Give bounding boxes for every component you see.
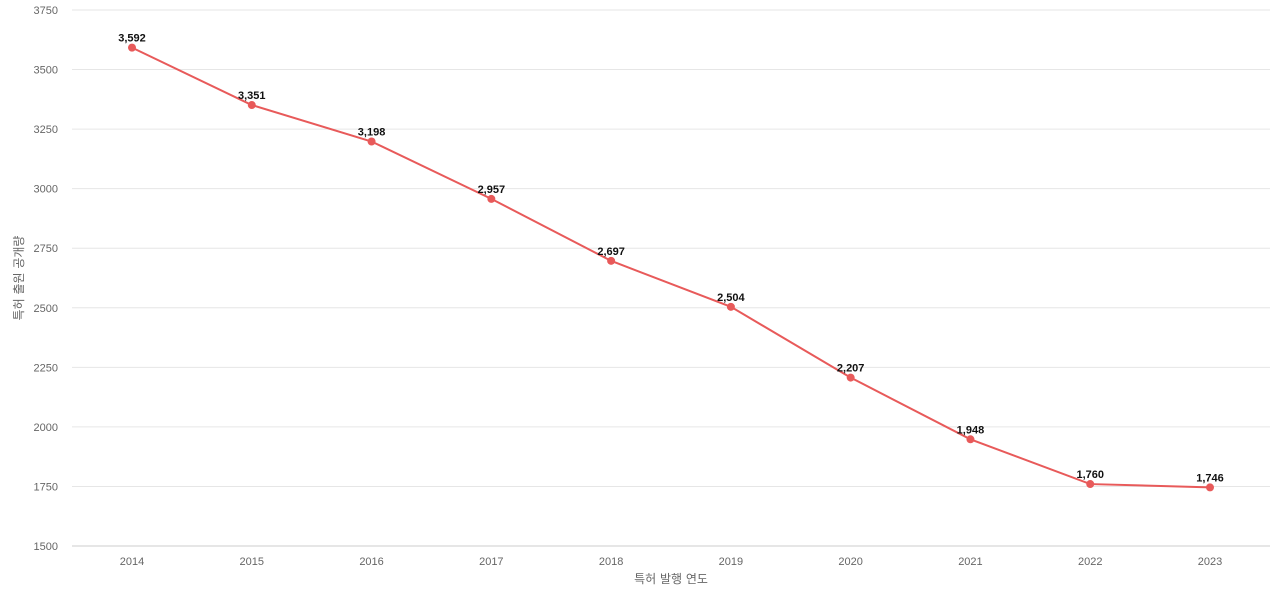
y-axis-ticks: 1500 1750 2000 2250 2500 2750 3000 3250 3500 3750 — [34, 5, 58, 553]
series-line — [131, 46, 1211, 489]
x-tick-label: 2017 — [479, 556, 503, 568]
y-tick-label: 2000 — [34, 422, 58, 434]
y-tick-label: 2500 — [34, 303, 58, 315]
y-tick-label: 3500 — [34, 65, 58, 77]
data-point — [966, 435, 975, 444]
grid — [72, 9, 1270, 547]
y-tick-label: 1750 — [34, 481, 58, 493]
x-axis-ticks: 2014 2015 2016 2017 2018 2019 2020 2021 2022 2023 — [120, 556, 1222, 568]
data-labels: 3,592 3,351 3,198 2,957 2,697 2,504 2,207 1,948… — [118, 33, 1224, 485]
data-point — [607, 256, 616, 265]
data-label: 3,351 — [238, 90, 266, 102]
data-point — [726, 302, 735, 311]
data-label: 1,746 — [1196, 472, 1224, 484]
data-point — [846, 373, 855, 382]
x-tick-label: 2014 — [120, 556, 144, 568]
x-tick-label: 2021 — [958, 556, 982, 568]
x-tick-label: 2020 — [838, 556, 862, 568]
x-tick-label: 2023 — [1198, 556, 1222, 568]
data-point — [247, 101, 256, 110]
data-point — [487, 194, 496, 203]
data-label: 2,504 — [717, 292, 745, 304]
data-label: 2,207 — [837, 363, 865, 375]
y-axis-title: 특허 출원 공개량 — [12, 236, 26, 321]
data-point — [1206, 483, 1214, 492]
data-point — [1086, 480, 1095, 489]
data-point — [128, 43, 136, 52]
data-label: 1,760 — [1076, 469, 1104, 481]
y-tick-label: 1500 — [34, 541, 58, 553]
y-tick-label: 3750 — [34, 5, 58, 17]
data-label: 2,957 — [478, 184, 506, 196]
y-tick-label: 3250 — [34, 124, 58, 136]
x-tick-label: 2018 — [599, 556, 623, 568]
y-tick-label: 2250 — [34, 362, 58, 374]
data-points — [128, 43, 1214, 492]
y-tick-label: 3000 — [34, 184, 58, 196]
data-label: 2,697 — [597, 246, 625, 258]
x-tick-label: 2016 — [359, 556, 383, 568]
y-tick-label: 2750 — [34, 243, 58, 255]
x-tick-label: 2019 — [719, 556, 743, 568]
x-tick-label: 2022 — [1078, 556, 1102, 568]
x-tick-label: 2015 — [240, 556, 264, 568]
x-axis-title: 특허 발행 연도 — [634, 571, 708, 586]
data-label: 3,592 — [118, 33, 146, 45]
data-point — [367, 137, 376, 146]
data-label: 3,198 — [358, 126, 386, 138]
data-label: 1,948 — [957, 424, 985, 436]
